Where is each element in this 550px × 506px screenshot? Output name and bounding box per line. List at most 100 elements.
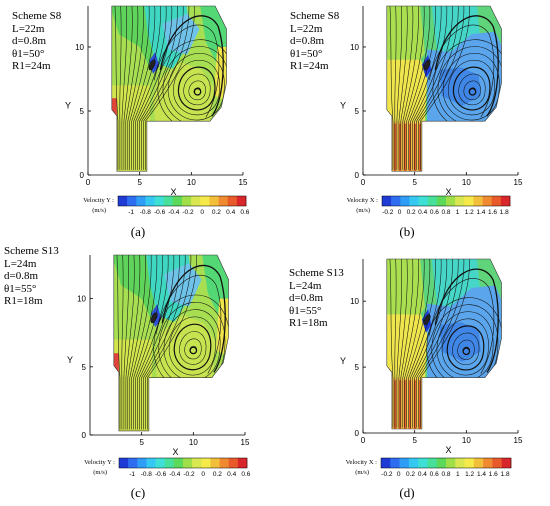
colorbar-frame [118, 457, 248, 469]
vortex-streamline [163, 309, 221, 381]
domain-outline [386, 5, 502, 172]
contour-region [113, 353, 119, 375]
streamline [400, 6, 414, 170]
contour-stripe [418, 123, 421, 172]
colorbar-swatch [418, 458, 428, 468]
colorbar: Velocity X :(m/s) -0.2 0 0.2 0.4 0.6 0.8 1 1.2 1.… [346, 457, 512, 478]
colorbar-swatch [145, 196, 155, 206]
primary-streamline [159, 15, 224, 117]
colorbar-swatch [201, 458, 211, 468]
axes [362, 259, 519, 434]
colorbar-swatch [173, 458, 184, 468]
x-axis-label: X [170, 187, 176, 197]
colorbar-swatch [218, 196, 229, 206]
pier-obstacle [148, 59, 156, 71]
y-axis-label: Y [340, 101, 346, 111]
streamline [125, 6, 139, 170]
y-tick-label: 5 [355, 107, 360, 116]
primary-streamline [434, 15, 499, 117]
streamline [137, 255, 169, 430]
colorbar-swatch [210, 458, 220, 468]
vortex-streamline [448, 59, 495, 116]
colorbar-swatch [455, 196, 465, 206]
x-tick-label: 10 [462, 436, 471, 445]
colorbar-swatch [200, 196, 210, 206]
x-tick-label: 0 [361, 178, 366, 187]
streamline [414, 6, 453, 170]
vortex-streamline [441, 318, 489, 376]
colorbar-swatch [228, 458, 239, 468]
colorbar-tick-label: -0.8 [141, 471, 153, 478]
param-length: L=22m [12, 22, 45, 35]
scheme-title: Scheme S13 [289, 267, 344, 279]
scheme-title: Scheme S13 [4, 245, 59, 257]
x-tick-label: 5 [412, 178, 417, 187]
colorbar-swatch [137, 458, 147, 468]
colorbar-tick-label: -1 [128, 209, 134, 216]
colorbar-tick-label: -0.2 [382, 209, 394, 216]
x-tick-label: 15 [241, 438, 250, 447]
streamline [127, 6, 144, 170]
colorbar-swatch [382, 196, 392, 206]
colorbar-tick-label: 1.8 [500, 209, 509, 216]
x-tick-label: 5 [137, 178, 142, 187]
colorbar-tick-label: 0.8 [441, 471, 450, 478]
colorbar-swatch [455, 458, 465, 468]
streamline [406, 6, 431, 170]
colorbar-tick-label: -0.4 [169, 471, 181, 478]
streamline [153, 24, 220, 118]
vortex-streamline [177, 66, 216, 111]
vortex-streamline [446, 325, 485, 371]
flow-domain [386, 258, 502, 430]
streamline [389, 6, 394, 170]
streamline [404, 259, 425, 428]
streamline [428, 278, 495, 374]
vortex-streamline [436, 311, 494, 381]
pier-obstacle [150, 312, 158, 324]
colorbar-swatch [473, 196, 483, 206]
colorbar-swatch [483, 458, 493, 468]
streamline [412, 6, 448, 170]
vortex-streamline [179, 331, 207, 365]
param-angle: θ1=50° [12, 47, 45, 60]
vortex-streamline [168, 316, 216, 376]
colorbar-tick-label: 0 [200, 209, 204, 216]
colorbar-unit: (m/s) [92, 207, 106, 214]
vortex-streamline [452, 66, 491, 111]
streamline [414, 259, 453, 428]
x-tick-label: 10 [187, 178, 196, 187]
colorbar-tick-label: 0.2 [212, 209, 221, 216]
contour-stripe [403, 380, 407, 429]
colorbar: Velocity Y : (m/s) -1 -0.8 -0.6 -0.4 -0.2 0 0.2 0… [83, 195, 250, 216]
colorbar-swatch [154, 196, 165, 206]
param-length: L=24m [289, 279, 322, 292]
streamline [135, 6, 167, 170]
flow-domain [386, 5, 502, 172]
streamline [145, 6, 195, 170]
y-axis-label: Y [340, 356, 346, 366]
x-tick-label: 0 [361, 436, 366, 445]
domain-outline [113, 254, 229, 432]
x-axis-label: X [445, 187, 451, 197]
y-tick-label: 10 [350, 43, 359, 52]
colorbar-tick-label: 1.2 [465, 209, 474, 216]
streamline [398, 6, 408, 170]
flow-domain [111, 5, 227, 172]
colorbar-title: Velocity X : [346, 459, 378, 466]
panel-c: 5 10 15 0 5 10 X Y Velocity Y : (m/s) -1 -0.8 -0.6 -0… [0, 245, 275, 506]
colorbar-tick-label: 1.2 [465, 471, 474, 478]
y-tick-label: 5 [355, 363, 360, 372]
vortex-core [189, 346, 198, 355]
colorbar-swatch [391, 196, 401, 206]
streamline [420, 259, 470, 428]
vortex-streamline [162, 46, 227, 126]
vortex-streamline [458, 73, 486, 106]
param-angle: θ1=50° [290, 47, 323, 60]
colorbar-title: Velocity Y : [83, 197, 114, 204]
colorbar-swatch [172, 196, 183, 206]
y-tick-label: 5 [80, 107, 85, 116]
colorbar-tick-label: 0 [397, 471, 401, 478]
primary-streamline [161, 264, 226, 373]
streamline [114, 6, 119, 170]
